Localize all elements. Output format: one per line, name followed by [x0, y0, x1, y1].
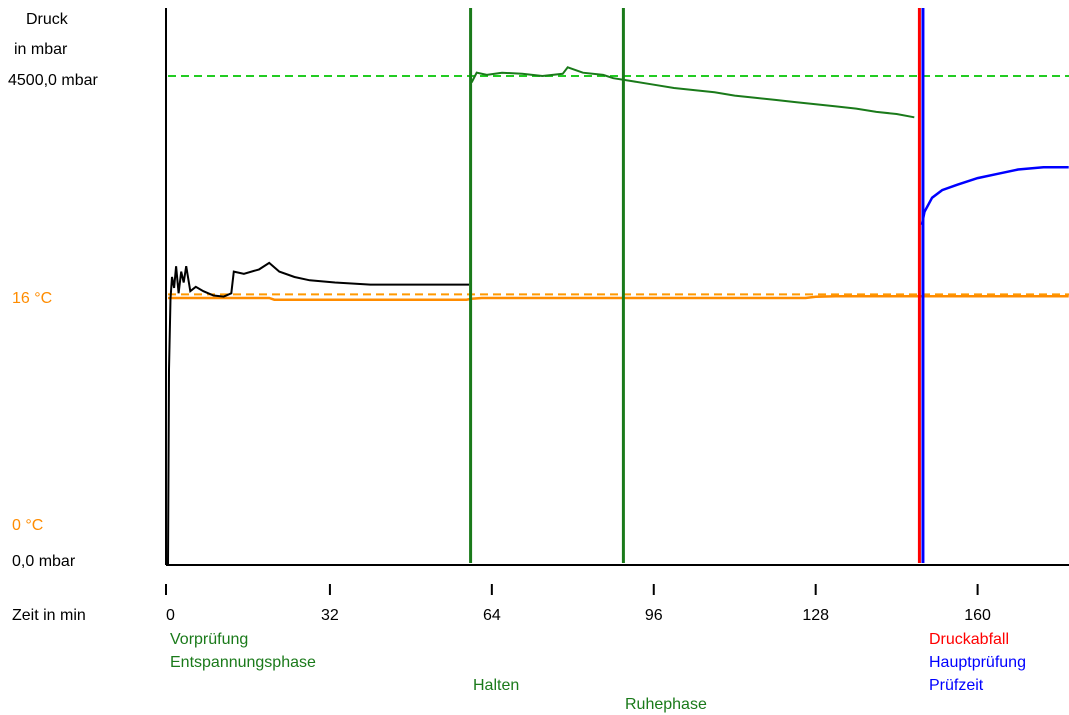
- pressure-max-label: 4500,0 mbar: [8, 72, 99, 89]
- x-tick-label: 96: [645, 607, 663, 624]
- x-tick-label: 0: [166, 607, 175, 624]
- x-tick-label: 128: [802, 607, 829, 624]
- phase-label-pruefzeit: Prüfzeit: [929, 677, 984, 694]
- green-pressure-series: [470, 66, 915, 119]
- temperature-min-label: 0 °C: [12, 517, 43, 534]
- x-tick-label: 160: [964, 607, 991, 624]
- black-pressure-series: [167, 261, 470, 566]
- x-tick-label: 64: [483, 607, 501, 624]
- phase-label-entspannungsphase: Entspannungsphase: [170, 654, 316, 671]
- phase-label-halten: Halten: [473, 677, 519, 694]
- temperature-series: [168, 295, 1069, 301]
- blue-pressure-series: [920, 166, 1069, 226]
- y-axis-title-line2: in mbar: [14, 41, 68, 58]
- x-axis-title: Zeit in min: [12, 607, 86, 624]
- phase-label-druckabfall: Druckabfall: [929, 631, 1009, 648]
- pressure-min-label: 0,0 mbar: [12, 553, 76, 570]
- x-tick-label: 32: [321, 607, 339, 624]
- phase-label-hauptpruefung: Hauptprüfung: [929, 654, 1026, 671]
- y-axis-title-line1: Druck: [26, 11, 69, 28]
- phase-label-ruhephase: Ruhephase: [625, 696, 707, 713]
- phase-label-vorpruefung: Vorprüfung: [170, 631, 248, 648]
- temperature-max-label: 16 °C: [12, 290, 52, 307]
